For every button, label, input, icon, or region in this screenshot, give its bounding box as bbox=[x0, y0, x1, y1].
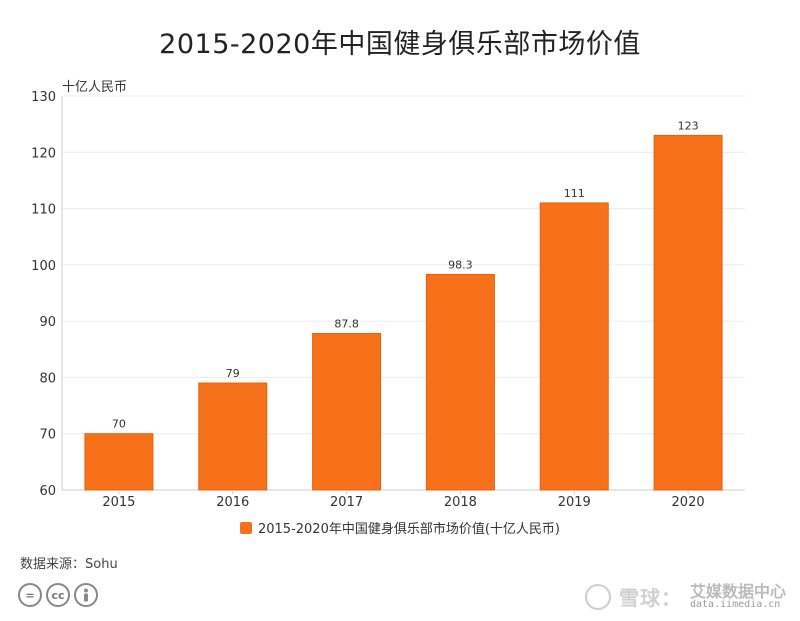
x-tick-label: 2020 bbox=[672, 495, 705, 510]
y-tick-label: 130 bbox=[31, 90, 56, 105]
x-tick-label: 2015 bbox=[102, 495, 135, 510]
xueqiu-logo-icon bbox=[584, 583, 611, 610]
y-tick-label: 60 bbox=[39, 484, 56, 499]
data-label: 98.3 bbox=[448, 258, 473, 271]
person-glyph bbox=[84, 588, 88, 602]
source-note: 数据来源：Sohu bbox=[20, 557, 118, 572]
x-tick-label: 2019 bbox=[558, 495, 591, 510]
cc-icon: cc bbox=[46, 583, 70, 607]
data-label: 87.8 bbox=[334, 318, 359, 331]
legend[interactable]: 2015-2020年中国健身俱乐部市场价值(十亿人民币) bbox=[0, 518, 800, 537]
bar bbox=[425, 273, 495, 491]
bar bbox=[539, 202, 609, 491]
watermark: 雪球： 艾媒数据中心 data.iimedia.cn bbox=[584, 581, 786, 611]
person-icon bbox=[74, 583, 98, 607]
watermark-text: 雪球： bbox=[618, 586, 682, 610]
bar bbox=[312, 333, 382, 491]
legend-label: 2015-2020年中国健身俱乐部市场价值(十亿人民币) bbox=[257, 522, 560, 537]
data-label: 123 bbox=[678, 119, 699, 132]
watermark-url: data.iimedia.cn bbox=[689, 598, 781, 610]
x-tick-label: 2017 bbox=[330, 495, 363, 510]
y-axis-unit-label: 十亿人民币 bbox=[62, 80, 128, 95]
license-icons: = cc bbox=[18, 583, 98, 607]
y-tick-label: 110 bbox=[31, 203, 56, 218]
y-tick-label: 70 bbox=[39, 428, 56, 443]
chart-title: 2015-2020年中国健身俱乐部市场价值 bbox=[159, 29, 641, 60]
y-tick-label: 80 bbox=[39, 371, 56, 386]
data-label: 111 bbox=[564, 187, 585, 200]
x-tick-label: 2018 bbox=[444, 495, 477, 510]
data-label: 79 bbox=[226, 367, 240, 380]
bar bbox=[84, 433, 154, 491]
data-label: 70 bbox=[112, 418, 126, 431]
legend-swatch bbox=[239, 521, 252, 534]
bar bbox=[653, 134, 723, 491]
watermark-brand: 艾媒数据中心 bbox=[689, 581, 786, 601]
y-tick-label: 120 bbox=[31, 146, 56, 161]
y-tick-label: 90 bbox=[39, 315, 56, 330]
x-tick-label: 2016 bbox=[216, 495, 249, 510]
y-tick-label: 100 bbox=[31, 259, 56, 274]
iimedia-badge: 艾媒数据中心 data.iimedia.cn bbox=[689, 581, 786, 610]
equals-icon: = bbox=[18, 583, 42, 607]
bar bbox=[198, 382, 268, 491]
